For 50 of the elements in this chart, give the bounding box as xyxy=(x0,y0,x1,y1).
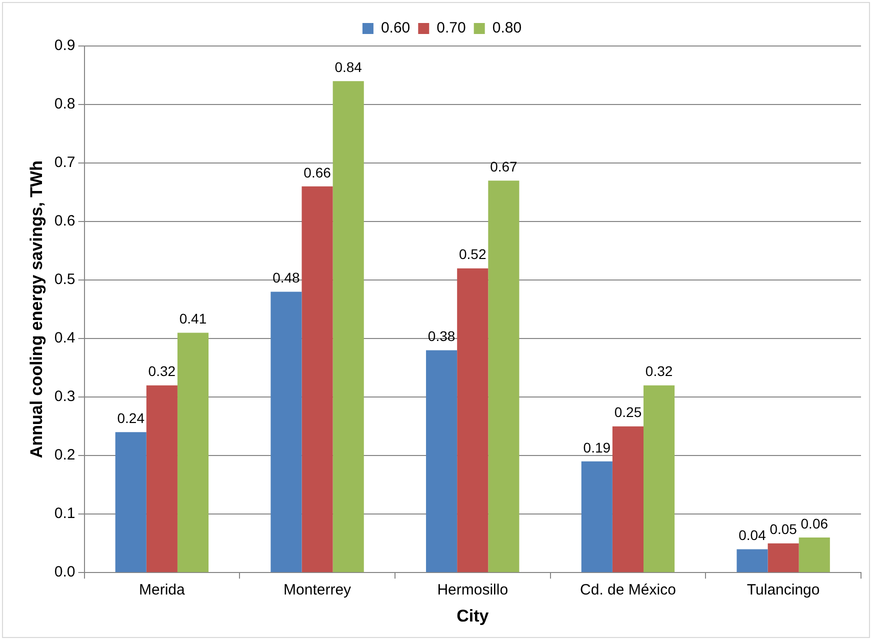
x-axis-title: City xyxy=(456,606,490,626)
bar xyxy=(426,350,458,572)
bar xyxy=(115,432,146,572)
bar xyxy=(457,268,488,572)
data-label: 0.66 xyxy=(304,164,332,180)
legend-label: 0.70 xyxy=(436,20,466,37)
y-tick-label: 0.1 xyxy=(54,505,76,522)
data-label: 0.32 xyxy=(148,363,176,380)
data-label: 0.41 xyxy=(179,310,207,327)
bar xyxy=(768,543,799,572)
data-label: 0.24 xyxy=(117,410,145,426)
bar xyxy=(488,180,520,572)
legend-label: 0.60 xyxy=(380,20,410,37)
bar xyxy=(612,426,644,572)
data-label: 0.52 xyxy=(459,246,486,262)
y-tick-label: 0.6 xyxy=(54,212,76,230)
bar xyxy=(302,186,333,572)
legend-label: 0.80 xyxy=(492,20,522,37)
bar xyxy=(644,385,675,572)
bar xyxy=(736,549,768,572)
x-tick-label: Hermosillo xyxy=(437,582,508,599)
bar xyxy=(798,537,830,572)
bar xyxy=(332,81,364,572)
y-tick-label: 0.9 xyxy=(54,37,76,54)
data-label: 0.84 xyxy=(334,58,362,75)
x-tick-label: Monterrey xyxy=(284,582,352,599)
data-label: 0.38 xyxy=(428,328,456,344)
data-label: 0.25 xyxy=(614,404,642,420)
bar xyxy=(177,332,209,572)
data-label: 0.05 xyxy=(770,521,798,538)
data-label: 0.19 xyxy=(583,439,611,456)
bar xyxy=(146,385,178,572)
data-label: 0.67 xyxy=(490,158,518,174)
y-tick-label: 0.3 xyxy=(54,388,76,406)
bar xyxy=(270,292,302,572)
y-tick-label: 0.7 xyxy=(54,154,76,172)
y-tick-label: 0.4 xyxy=(54,330,76,347)
data-label: 0.04 xyxy=(738,527,766,544)
data-label: 0.48 xyxy=(272,270,300,286)
data-label: 0.06 xyxy=(800,515,828,532)
y-tick-label: 0.2 xyxy=(54,446,76,464)
data-label: 0.32 xyxy=(645,363,673,380)
y-tick-label: 0.8 xyxy=(54,96,76,113)
y-tick-label: 0.5 xyxy=(54,271,76,288)
x-tick-label: Cd. de México xyxy=(580,582,676,599)
x-tick-label: Tulancingo xyxy=(746,582,820,599)
y-axis-title: Annual cooling energy savings, TWh xyxy=(26,160,46,458)
bar xyxy=(581,461,612,572)
x-tick-label: Merida xyxy=(138,582,186,599)
y-tick-label: 0.0 xyxy=(54,564,76,581)
